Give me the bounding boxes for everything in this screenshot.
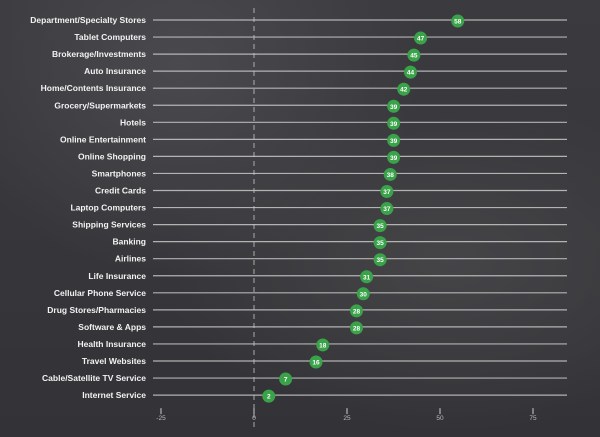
data-point (316, 338, 330, 352)
data-point (360, 270, 374, 284)
row: Home/Contents Insurance 42 (41, 82, 567, 96)
data-label: 38 (387, 172, 395, 179)
category-label: Smartphones (92, 168, 147, 178)
data-point (373, 253, 387, 267)
data-label: 7 (284, 377, 288, 384)
data-point (373, 236, 387, 250)
x-tick-label: 50 (436, 415, 444, 422)
row: Brokerage/Investments 45 (52, 48, 567, 62)
data-point (387, 133, 401, 147)
data-label: 39 (390, 155, 398, 162)
category-label: Grocery/Supermarkets (54, 100, 146, 110)
data-label: 28 (353, 308, 361, 315)
data-point (414, 31, 428, 45)
data-label: 37 (383, 206, 391, 213)
row: Hotels 39 (120, 116, 567, 130)
row: Life Insurance 31 (88, 270, 567, 284)
data-point (380, 185, 394, 198)
x-tick-label: -25 (156, 415, 166, 422)
data-label: 35 (377, 240, 385, 247)
row: Drug Stores/Pharmacies 28 (47, 304, 567, 318)
data-label: 39 (390, 121, 398, 128)
x-tick-label: 75 (529, 415, 537, 422)
data-label: 47 (417, 36, 425, 43)
data-point (279, 372, 293, 386)
data-label: 39 (390, 138, 398, 145)
data-point (380, 202, 394, 216)
category-label: Life Insurance (88, 271, 146, 281)
row: Department/Specialty Stores 58 (30, 14, 567, 28)
row: Software & Apps 28 (78, 321, 567, 335)
category-label: Tablet Computers (74, 32, 146, 42)
category-label: Laptop Computers (70, 203, 146, 213)
data-label: 28 (353, 325, 361, 332)
category-label: Cable/Satellite TV Service (42, 373, 146, 383)
row: Credit Cards 37 (95, 185, 567, 198)
row: Banking 35 (112, 236, 567, 250)
category-label: Home/Contents Insurance (41, 83, 147, 93)
data-point (350, 321, 363, 335)
data-label: 18 (319, 342, 327, 349)
data-point (387, 99, 401, 113)
data-point (356, 287, 370, 301)
data-point (397, 82, 411, 96)
category-label: Internet Service (82, 390, 146, 400)
row: Smartphones 38 (92, 167, 567, 181)
category-label: Travel Websites (82, 356, 146, 366)
data-point (451, 14, 465, 28)
row: Travel Websites 16 (82, 355, 567, 369)
row: Cellular Phone Service 30 (54, 287, 567, 301)
category-label: Credit Cards (95, 186, 146, 196)
x-tick-label: 0 (252, 415, 256, 422)
category-label: Health Insurance (78, 339, 147, 349)
category-label: Shipping Services (72, 220, 146, 230)
category-label: Auto Insurance (84, 66, 146, 76)
data-label: 37 (383, 189, 391, 196)
x-tick-label: 25 (343, 415, 351, 422)
category-label: Hotels (120, 117, 146, 127)
data-point (373, 219, 387, 233)
data-point (262, 389, 276, 403)
category-label: Cellular Phone Service (54, 288, 146, 298)
data-label: 2 (267, 394, 271, 401)
data-label: 45 (410, 53, 418, 60)
row: Cable/Satellite TV Service 7 (42, 372, 567, 386)
row: Online Shopping 39 (78, 150, 567, 164)
data-label: 35 (377, 223, 385, 230)
data-label: 58 (454, 19, 462, 26)
category-label: Software & Apps (78, 322, 146, 332)
category-label: Department/Specialty Stores (30, 15, 146, 25)
row: Laptop Computers 37 (70, 202, 567, 216)
data-point (404, 65, 417, 79)
data-label: 42 (400, 87, 408, 94)
data-label: 44 (407, 70, 415, 77)
row: Shipping Services 35 (72, 219, 567, 233)
category-label: Airlines (115, 254, 146, 264)
data-label: 31 (363, 274, 371, 281)
data-label: 30 (360, 291, 368, 298)
data-point (387, 150, 401, 164)
data-label: 35 (377, 257, 385, 264)
data-label: 39 (390, 104, 398, 111)
category-label: Brokerage/Investments (52, 49, 146, 59)
category-label: Online Entertainment (60, 134, 146, 144)
category-label: Online Shopping (78, 151, 146, 161)
row: Airlines 35 (115, 253, 567, 267)
category-label: Banking (112, 237, 146, 247)
data-point (407, 48, 421, 62)
category-label: Drug Stores/Pharmacies (47, 305, 146, 315)
row: Tablet Computers 47 (74, 31, 567, 45)
data-label: 16 (312, 360, 320, 367)
data-point (383, 167, 397, 181)
row: Auto Insurance 44 (84, 65, 567, 79)
data-point (350, 304, 363, 318)
data-point (387, 116, 401, 130)
row: Grocery/Supermarkets 39 (54, 99, 567, 113)
row: Online Entertainment 39 (60, 133, 567, 147)
row: Internet Service 2 (82, 389, 567, 403)
row: Health Insurance 18 (78, 338, 567, 352)
data-point (309, 355, 323, 369)
